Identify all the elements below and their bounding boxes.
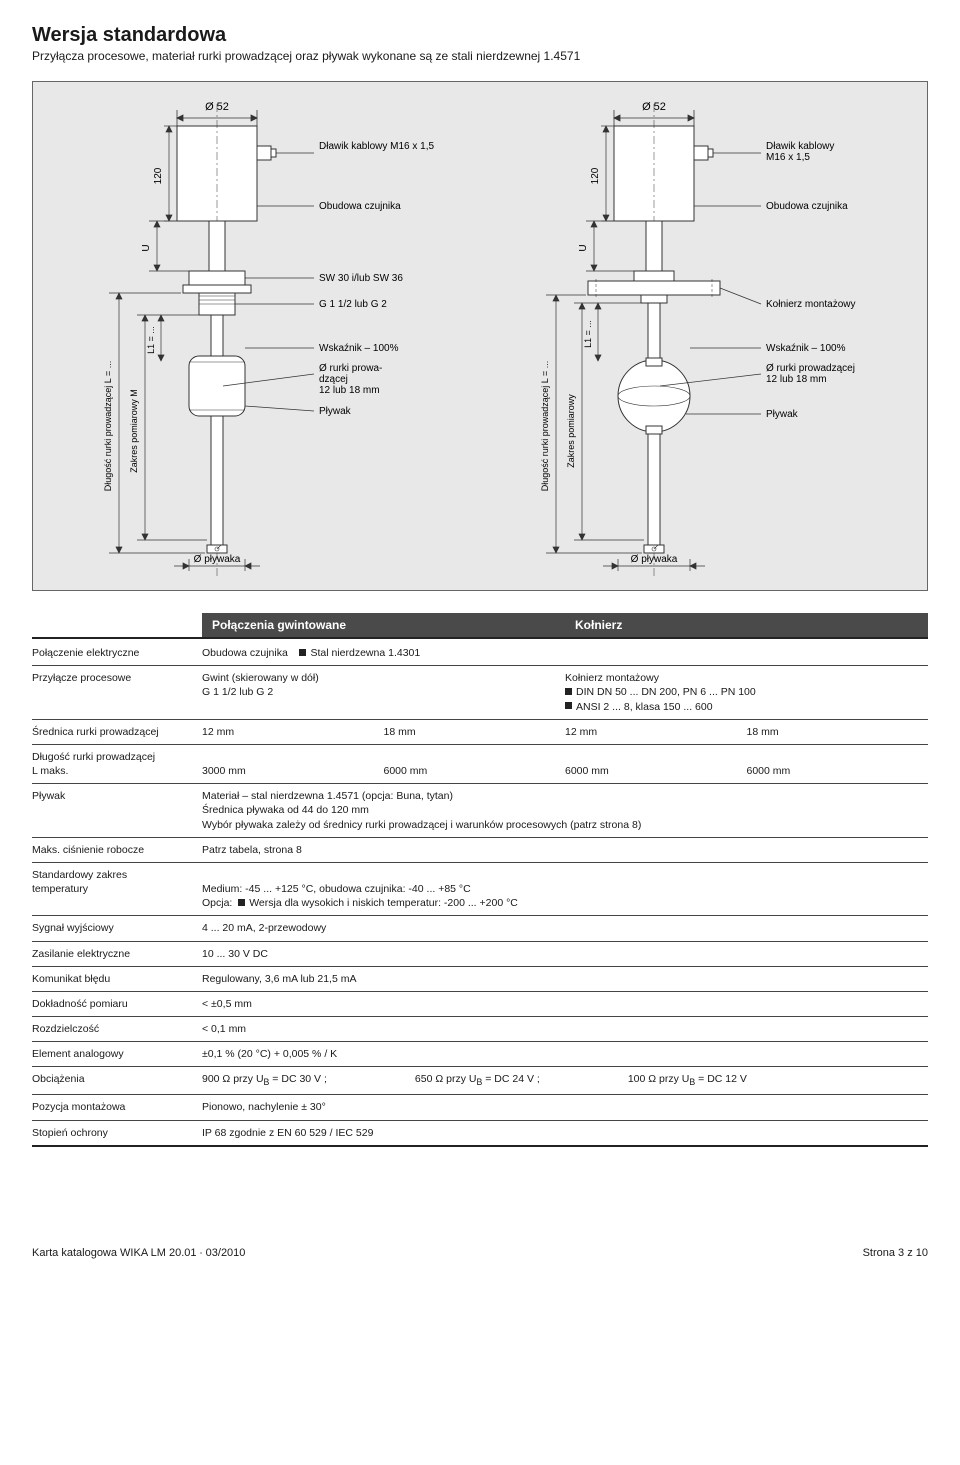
header-col1: Połączenia gwintowane [202,613,565,637]
vlabel-L-r: Długość rurki prowadzącej L = ... [540,361,550,491]
row-press-val: Patrz tabela, strona 8 [202,837,928,862]
dim-U: U [141,244,152,251]
vlabel-L1: L1 = ... [146,326,156,354]
row-err-val: Regulowany, 3,6 mA lub 21,5 mA [202,966,928,991]
technical-diagram-panel: Ø 52 Dławik kablowy M16 x 1,5 120 Obudow… [32,81,928,591]
row-dia-label: Średnica rurki prowadzącej [32,719,202,744]
row-len-c: 6000 mm [565,744,747,783]
sw-label: SW 30 i/lub SW 36 [319,273,403,284]
vlabel-M: Zakres pomiarowy M [129,389,139,473]
indicator-label: Wskaźnik – 100% [319,343,399,354]
row-len-b: 6000 mm [384,744,566,783]
spec-table-header: Połączenia gwintowane Kołnierz [32,613,928,637]
row-analog-val: ±0,1 % (20 °C) + 0,005 % / K [202,1042,928,1067]
row-pos-val: Pionowo, nachylenie ± 30° [202,1095,928,1120]
row-temp-val: Medium: -45 ... +125 °C, obudowa czujnik… [202,862,928,916]
tube-dia-label-r: Ø rurki prowadzącej12 lub 18 mm [766,363,855,385]
row-analog-label: Element analogowy [32,1042,202,1067]
diagram-right: Ø 52 Dławik kablowyM16 x 1,5 120 Obudowa… [485,96,917,576]
diagram-left: Ø 52 Dławik kablowy M16 x 1,5 120 Obudow… [43,96,475,576]
row-acc-label: Dokładność pomiaru [32,991,202,1016]
vlabel-L: Długość rurki prowadzącej L = ... [103,361,113,491]
row-ip-label: Stopień ochrony [32,1120,202,1146]
row-load-val: 900 Ω przy UB = DC 30 V ; 650 Ω przy UB … [202,1067,928,1095]
row-len-label: Długość rurki prowadzącejL maks. [32,744,202,783]
row-dia-c: 12 mm [565,719,747,744]
row-acc-val: < ±0,5 mm [202,991,928,1016]
housing-label-r: Obudowa czujnika [766,201,848,212]
footer-right: Strona 3 z 10 [863,1247,928,1259]
spec-table: Połączenie elektryczne Obudowa czujnika … [32,637,928,1147]
housing-label: Obudowa czujnika [319,201,401,212]
row-len-d: 6000 mm [747,744,929,783]
page-title: Wersja standardowa [32,24,928,47]
row-conn-label: Połączenie elektryczne [32,638,202,666]
row-load-label: Obciążenia [32,1067,202,1095]
row-dia-b: 18 mm [384,719,566,744]
row-pos-label: Pozycja montażowa [32,1095,202,1120]
footer-left: Karta katalogowa WIKA LM 20.01 ∙ 03/2010 [32,1247,245,1259]
cable-gland-label-r: Dławik kablowyM16 x 1,5 [766,141,834,163]
row-dia-a: 12 mm [202,719,384,744]
row-proc-label: Przyłącze procesowe [32,666,202,720]
row-out-label: Sygnał wyjściowy [32,916,202,941]
float-label-r: Pływak [766,409,799,420]
dim-U-r: U [578,244,589,251]
row-proc-right: Kołnierz montażowy DIN DN 50 ... DN 200,… [565,666,928,720]
indicator-label-r: Wskaźnik – 100% [766,343,846,354]
row-res-label: Rozdzielczość [32,1017,202,1042]
tube-dia-label: Ø rurki prowa-dzącej12 lub 18 mm [319,363,382,396]
row-temp-label: Standardowy zakrestemperatury [32,862,202,916]
page-subtitle: Przyłącza procesowe, materiał rurki prow… [32,49,928,63]
vlabel-L1-r: L1 = ... [583,320,593,348]
row-ip-val: IP 68 zgodnie z EN 60 529 / IEC 529 [202,1120,928,1146]
row-out-val: 4 ... 20 mA, 2-przewodowy [202,916,928,941]
row-float-val: Materiał – stal nierdzewna 1.4571 (opcja… [202,784,928,838]
row-supply-label: Zasilanie elektryczne [32,941,202,966]
float-dia-label-r: Ø pływaka [631,554,678,565]
vlabel-M-r: Zakres pomiarowy [566,394,576,468]
row-press-label: Maks. ciśnienie robocze [32,837,202,862]
float-label: Pływak [319,406,352,417]
row-proc-left: Gwint (skierowany w dół)G 1 1/2 lub G 2 [202,666,565,720]
thread-label: G 1 1/2 lub G 2 [319,299,387,310]
page-footer: Karta katalogowa WIKA LM 20.01 ∙ 03/2010… [32,1247,928,1259]
row-float-label: Pływak [32,784,202,838]
dim-120-r: 120 [590,167,601,184]
row-supply-val: 10 ... 30 V DC [202,941,928,966]
row-len-a: 3000 mm [202,744,384,783]
dim-120: 120 [153,167,164,184]
row-dia-d: 18 mm [747,719,929,744]
row-conn-val: Obudowa czujnika Stal nierdzewna 1.4301 [202,638,928,666]
cable-gland-label: Dławik kablowy M16 x 1,5 [319,141,434,152]
header-col2: Kołnierz [565,613,928,637]
row-err-label: Komunikat błędu [32,966,202,991]
flange-label: Kołnierz montażowy [766,299,855,310]
float-dia-label: Ø pływaka [194,554,241,565]
row-res-val: < 0,1 mm [202,1017,928,1042]
